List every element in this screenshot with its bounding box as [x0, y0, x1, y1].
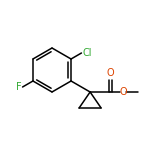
Text: F: F: [16, 82, 22, 92]
Text: Cl: Cl: [82, 48, 92, 58]
Text: O: O: [119, 87, 127, 97]
Text: O: O: [106, 69, 114, 78]
